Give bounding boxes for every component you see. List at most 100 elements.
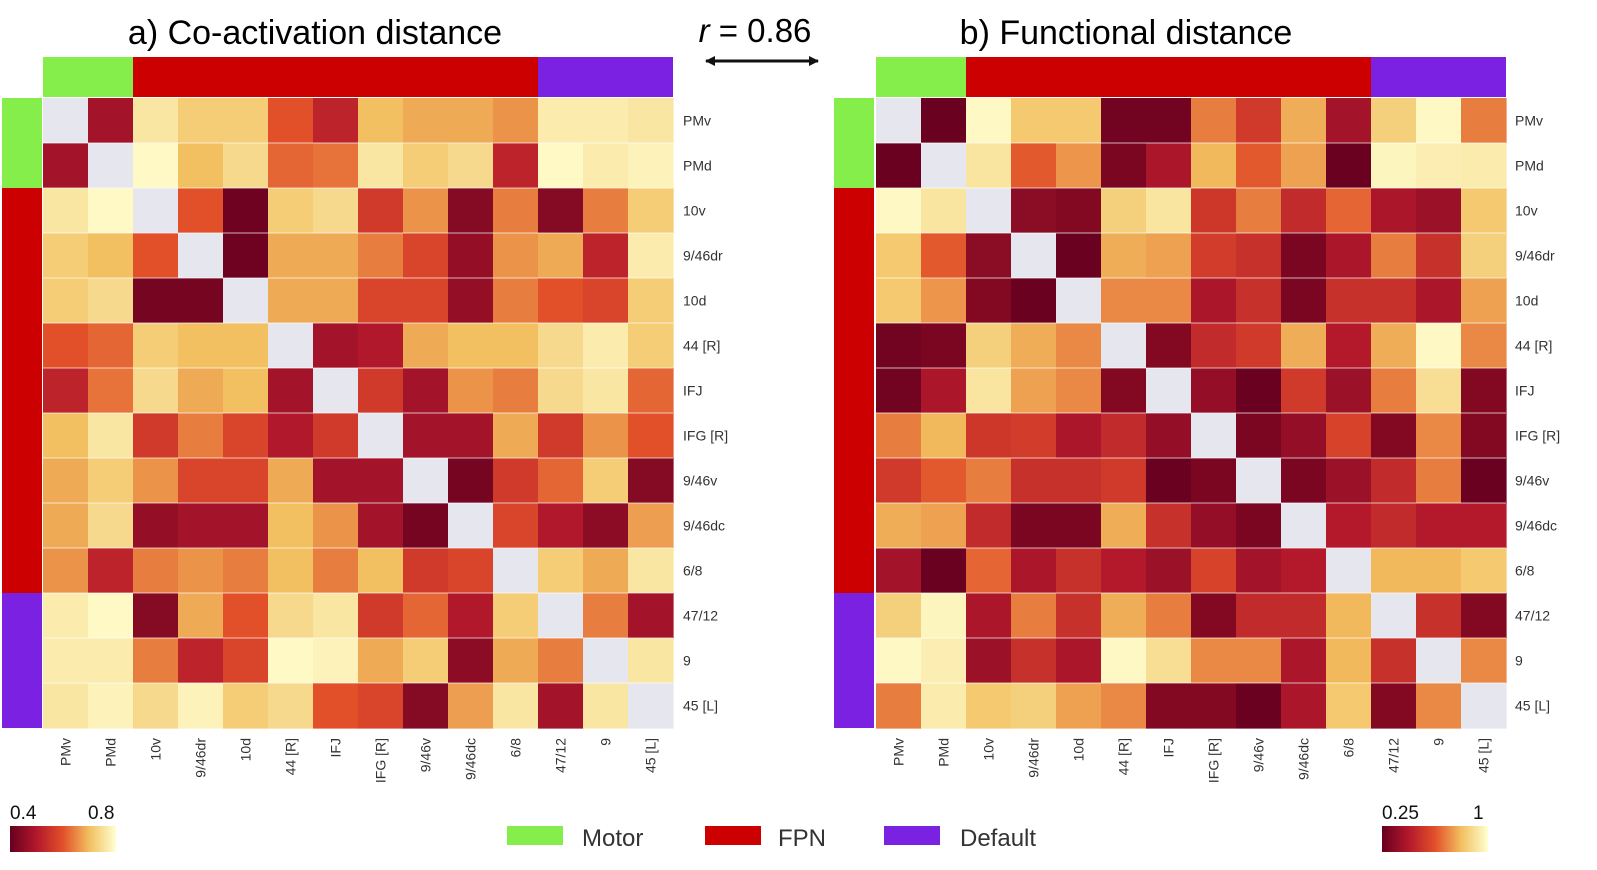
- panel-b-cell: [1191, 548, 1237, 594]
- panel-b-row-label-pmv: PMv: [1515, 113, 1543, 129]
- panel-b-cell: [1371, 143, 1417, 189]
- panel-a-cell: [628, 683, 674, 729]
- panel-a-cell: [628, 368, 674, 414]
- panel-a-cell: [313, 368, 359, 414]
- panel-b-cell: [1326, 683, 1372, 729]
- panel-b-cell: [1461, 638, 1507, 684]
- panel-b-cell: [1371, 323, 1417, 369]
- panel-b-cell: [1281, 323, 1327, 369]
- panel-b-cell: [1236, 593, 1282, 639]
- panel-a-cell: [583, 278, 629, 324]
- panel-a-cell: [268, 233, 314, 279]
- panel-b-cell: [1461, 458, 1507, 504]
- panel-b-cell: [1011, 458, 1057, 504]
- panel-a-row-label-ifg-r: IFG [R]: [683, 428, 728, 444]
- panel-a-cell: [538, 548, 584, 594]
- panel-a-cell: [583, 638, 629, 684]
- heatmap-panel-a: PMv PMd 10v 9/46dr 10d 44 [R] IFJ IFG [R] 9/46v 9…: [2, 57, 728, 783]
- panel-b-cell: [1236, 98, 1282, 144]
- panel-b-cell: [876, 458, 922, 504]
- panel-a-cell: [403, 683, 449, 729]
- panel-b-cell: [1011, 638, 1057, 684]
- panel-a-cell: [88, 278, 134, 324]
- panel-b-cell: [1416, 233, 1462, 279]
- panel-b-cell: [1371, 368, 1417, 414]
- panel-b-row-label-ifj: IFJ: [1515, 383, 1534, 399]
- panel-b-cell: [1191, 278, 1237, 324]
- panel-a-cell: [358, 98, 404, 144]
- panel-b-cell: [1101, 323, 1147, 369]
- panel-b-cell: [1101, 593, 1147, 639]
- panel-a-row-label-9-46v: 9/46v: [683, 473, 717, 489]
- panel-a-cell: [628, 323, 674, 369]
- panel-b-cell: [1281, 278, 1327, 324]
- panel-a-cell: [403, 503, 449, 549]
- panel-a-cell: [403, 413, 449, 459]
- panel-a-row-label-ifj: IFJ: [683, 383, 702, 399]
- panel-a-cell: [493, 368, 539, 414]
- panel-b-cell: [1056, 638, 1102, 684]
- panel-b-cell: [1236, 278, 1282, 324]
- panel-b-cell: [921, 593, 967, 639]
- panel-a-cell: [583, 323, 629, 369]
- legend-label-default: Default: [960, 825, 1036, 852]
- panel-b-cell: [1371, 683, 1417, 729]
- panel-a-cell: [268, 548, 314, 594]
- panel-a-cell: [583, 683, 629, 729]
- panel-a-cell: [313, 98, 359, 144]
- panel-a-cell: [133, 413, 179, 459]
- panel-b-cell: [876, 503, 922, 549]
- panel-b-cell: [1461, 143, 1507, 189]
- panel-a-cell: [313, 413, 359, 459]
- panel-b-cell: [1011, 368, 1057, 414]
- panel-b-cell: [1101, 548, 1147, 594]
- panel-a-cell: [268, 683, 314, 729]
- panel-b-row-label-9: 9: [1515, 653, 1523, 669]
- legend-label-fpn: FPN: [778, 825, 826, 852]
- panel-a-cell: [493, 593, 539, 639]
- panel-a-cell: [43, 413, 89, 459]
- panel-a-cell: [538, 98, 584, 144]
- panel-a-col-label-45-l: 45 [L]: [643, 738, 659, 773]
- panel-a-cell: [628, 278, 674, 324]
- panel-a-cell: [358, 458, 404, 504]
- correlation-label: r = 0.86: [699, 12, 812, 49]
- panel-a-cell: [493, 278, 539, 324]
- panel-b-cell: [966, 188, 1012, 234]
- panel-a-cell: [403, 143, 449, 189]
- panel-a-row-label-6-8: 6/8: [683, 563, 703, 579]
- panel-b-cell: [1326, 458, 1372, 504]
- panel-b-cell: [1326, 233, 1372, 279]
- colorbar-a-min-label: 0.4: [10, 803, 37, 824]
- panel-a-col-label-9-46dr: 9/46dr: [193, 738, 209, 778]
- panel-b-cell: [1056, 593, 1102, 639]
- panel-b-cell: [1011, 593, 1057, 639]
- panel-b-cell: [921, 638, 967, 684]
- panel-b-cell: [1191, 188, 1237, 234]
- heatmap-panel-b: PMv PMd 10v 9/46dr 10d 44 [R] IFJ IFG [R] 9/46v 9…: [834, 57, 1560, 783]
- panel-b-cell: [921, 413, 967, 459]
- panel-a-cell: [178, 368, 224, 414]
- panel-a-cell: [88, 503, 134, 549]
- correlation-r: r: [699, 12, 712, 49]
- panel-b-cell: [966, 278, 1012, 324]
- panel-b-cell: [1146, 368, 1192, 414]
- panel-a-cell: [178, 593, 224, 639]
- panel-a-cell: [223, 278, 269, 324]
- panel-b-col-label-6-8: 6/8: [1341, 738, 1357, 758]
- panel-a-cell: [358, 548, 404, 594]
- panel-a-cell: [493, 683, 539, 729]
- panel-a-cell: [583, 413, 629, 459]
- panel-a-cell: [448, 593, 494, 639]
- panel-a-cell: [403, 458, 449, 504]
- panel-a-cell: [178, 413, 224, 459]
- panel-b-row-label-9-46dc: 9/46dc: [1515, 518, 1557, 534]
- panel-b-side-group-bar-fpn: [834, 188, 874, 593]
- panel-b-cell: [1326, 413, 1372, 459]
- panel-b-top-group-bar-fpn: [966, 57, 1371, 97]
- panel-a-row-label-10v: 10v: [683, 203, 706, 219]
- panel-b-cell: [1416, 458, 1462, 504]
- panel-a-cell: [133, 638, 179, 684]
- panel-b-cell: [1146, 143, 1192, 189]
- panel-a-cell: [178, 323, 224, 369]
